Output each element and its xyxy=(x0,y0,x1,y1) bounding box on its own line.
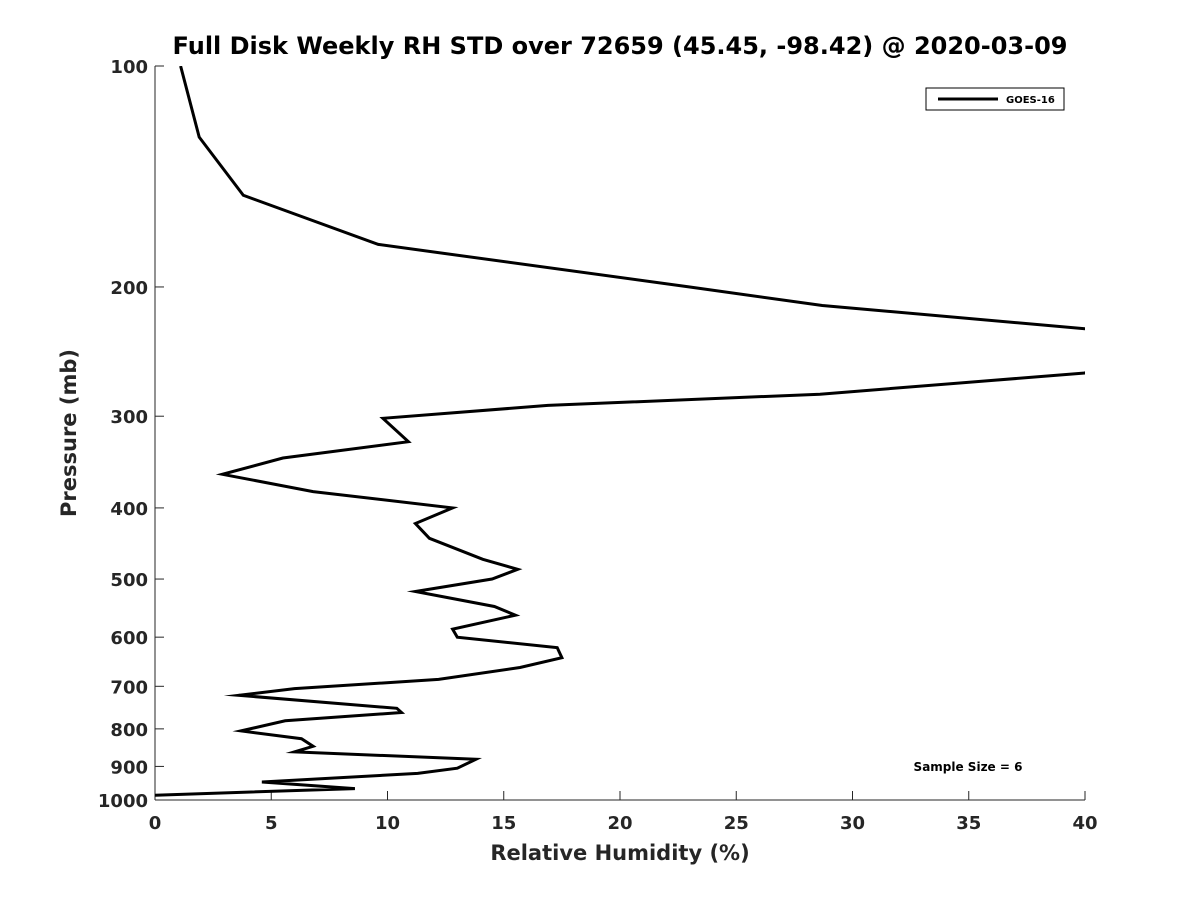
x-tick-label: 35 xyxy=(956,813,981,834)
legend-label-goes-16: GOES-16 xyxy=(1006,95,1055,106)
y-tick-label: 300 xyxy=(110,407,148,428)
series-group xyxy=(155,66,1085,797)
chart-title: Full Disk Weekly RH STD over 72659 (45.4… xyxy=(173,32,1068,60)
y-axis-label: Pressure (mb) xyxy=(57,349,81,517)
y-tick-label: 200 xyxy=(110,278,148,299)
x-tick-label: 30 xyxy=(840,813,865,834)
y-tick-label: 500 xyxy=(110,570,148,591)
y-tick-label: 400 xyxy=(110,499,148,520)
x-tick-label: 25 xyxy=(724,813,749,834)
y-tick-label: 600 xyxy=(110,628,148,649)
y-tick-label: 1000 xyxy=(98,791,148,812)
x-tick-label: 20 xyxy=(607,813,632,834)
x-tick-label: 10 xyxy=(375,813,400,834)
y-tick-label: 800 xyxy=(110,720,148,741)
y-tick-label: 700 xyxy=(110,677,148,698)
x-tick-label: 5 xyxy=(265,813,278,834)
y-tick-label: 900 xyxy=(110,757,148,778)
x-tick-label: 15 xyxy=(491,813,516,834)
y-tick-label: 100 xyxy=(110,57,148,78)
sample-size-annotation: Sample Size = 6 xyxy=(914,760,1023,774)
axes: 0 5 10 15 20 25 30 35 40 100 200 300 400 500 600 700 800… xyxy=(98,57,1098,834)
x-axis-label: Relative Humidity (%) xyxy=(490,841,749,865)
x-tick-label: 0 xyxy=(149,813,162,834)
x-tick-label: 40 xyxy=(1072,813,1097,834)
legend: GOES-16 xyxy=(925,87,1065,111)
series-line-goes-16 xyxy=(155,66,1085,797)
